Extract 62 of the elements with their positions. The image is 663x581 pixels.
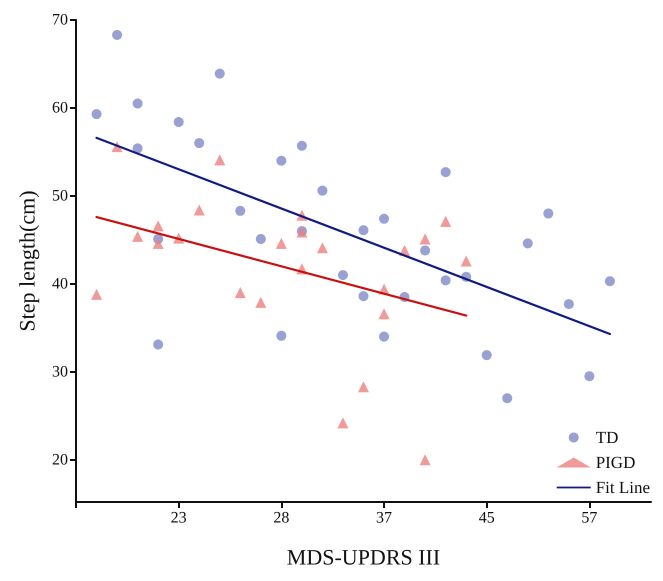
point <box>276 156 286 166</box>
y-tick-label: 50 <box>52 187 68 204</box>
y-tick-label: 70 <box>52 12 68 28</box>
point <box>604 276 615 286</box>
point <box>482 350 492 360</box>
point <box>338 270 348 280</box>
x-tick-label: 57 <box>581 510 598 526</box>
point <box>296 140 307 151</box>
point <box>440 216 452 227</box>
point <box>132 230 144 242</box>
point <box>420 245 430 256</box>
point <box>276 330 286 341</box>
x-axis-title: MDS-UPDRS III <box>286 544 440 570</box>
legend-label: TD <box>596 428 618 447</box>
point <box>460 256 472 266</box>
point <box>440 275 451 286</box>
point <box>379 214 390 224</box>
y-tick-label: 20 <box>52 451 68 468</box>
point <box>378 308 390 320</box>
point <box>152 238 164 249</box>
point <box>440 167 451 178</box>
point <box>153 340 164 350</box>
point <box>358 225 368 236</box>
point <box>420 454 431 466</box>
point <box>316 242 328 254</box>
x-tick-label: 45 <box>478 510 495 526</box>
point <box>379 332 390 342</box>
point <box>256 234 266 244</box>
x-tick-label: 23 <box>170 510 187 526</box>
point <box>584 371 594 382</box>
point <box>132 143 143 154</box>
point <box>194 204 205 216</box>
point <box>358 291 368 302</box>
point <box>420 234 431 245</box>
point <box>522 238 533 248</box>
point <box>91 288 102 300</box>
point <box>276 238 287 249</box>
point <box>112 30 122 40</box>
y-tick-label: 40 <box>52 275 68 292</box>
point <box>543 208 554 218</box>
point <box>502 393 512 404</box>
point <box>358 381 369 392</box>
y-tick-label: 60 <box>52 99 68 116</box>
point <box>317 186 328 196</box>
point <box>132 98 143 109</box>
y-axis-title: Step length(cm) <box>14 190 40 332</box>
point <box>234 287 246 298</box>
y-tick-label: 30 <box>52 363 68 380</box>
point <box>92 109 102 120</box>
point <box>235 206 246 216</box>
point <box>214 68 225 79</box>
point <box>152 220 164 232</box>
point <box>255 296 266 308</box>
point <box>337 417 348 428</box>
x-tick-label: 37 <box>376 510 392 526</box>
legend-label: Fit Line <box>596 478 650 497</box>
point <box>174 117 184 128</box>
point <box>194 138 204 148</box>
point <box>214 154 226 166</box>
point <box>564 299 574 310</box>
x-tick-label: 28 <box>273 510 290 526</box>
legend-label: PIGD <box>596 453 636 472</box>
